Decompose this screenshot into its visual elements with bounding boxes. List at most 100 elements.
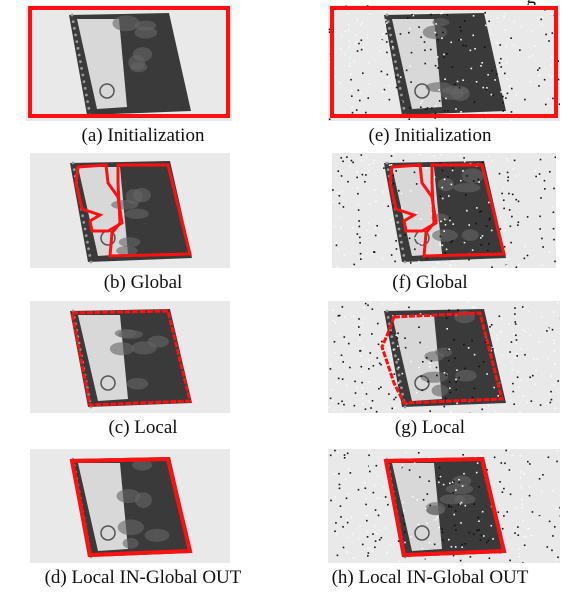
noise-speckle xyxy=(380,536,383,539)
noise-speckle xyxy=(442,483,445,486)
noise-speckle xyxy=(492,94,494,97)
noise-speckle xyxy=(450,411,452,413)
spiral-ring xyxy=(395,360,398,364)
noise-speckle xyxy=(540,18,543,21)
noise-speckle xyxy=(496,334,498,337)
noise-speckle xyxy=(465,194,467,196)
noise-speckle xyxy=(374,189,377,191)
noise-speckle xyxy=(341,34,343,37)
noise-speckle xyxy=(486,87,488,89)
noise-speckle xyxy=(360,154,363,156)
noise-speckle xyxy=(500,462,503,464)
caption-h: (h) Local IN-Global OUT xyxy=(331,567,529,588)
noise-speckle xyxy=(390,219,392,221)
noise-speckle xyxy=(478,520,480,523)
noise-speckle xyxy=(381,303,383,305)
noise-speckle xyxy=(376,322,379,325)
noise-speckle xyxy=(421,100,424,103)
noise-speckle xyxy=(342,160,344,163)
noise-speckle xyxy=(421,360,424,363)
noise-speckle xyxy=(547,328,550,330)
noise-speckle xyxy=(485,541,488,544)
noise-speckle xyxy=(440,12,442,15)
spiral-ring xyxy=(403,260,407,264)
noise-speckle xyxy=(415,391,418,394)
noise-speckle xyxy=(426,522,428,524)
noise-speckle xyxy=(507,323,510,325)
noise-speckle xyxy=(442,31,444,34)
noise-speckle xyxy=(513,159,516,162)
noise-speckle xyxy=(499,228,502,230)
noise-speckle xyxy=(412,14,415,17)
noise-speckle xyxy=(369,202,371,205)
noise-speckle xyxy=(394,302,397,305)
noise-speckle xyxy=(338,487,341,490)
noise-speckle xyxy=(510,37,512,39)
noise-speckle xyxy=(491,69,493,72)
noise-speckle xyxy=(400,192,403,195)
noise-speckle xyxy=(453,513,456,516)
noise-speckle xyxy=(467,301,469,303)
noise-speckle xyxy=(455,381,457,383)
segmentation-contour xyxy=(380,311,504,405)
noise-speckle xyxy=(559,506,560,509)
noise-speckle xyxy=(448,538,450,541)
noise-speckle xyxy=(355,34,358,37)
noise-speckle xyxy=(508,469,511,471)
notebook-label xyxy=(392,167,442,256)
noise-speckle xyxy=(520,487,523,489)
noise-speckle xyxy=(332,189,334,191)
segmentation-contour xyxy=(108,163,192,258)
noise-speckle xyxy=(481,161,484,164)
leaf-pattern xyxy=(132,459,153,471)
leaf-pattern xyxy=(117,519,144,536)
noise-speckle xyxy=(502,186,505,189)
noise-speckle xyxy=(537,69,539,71)
noise-speckle xyxy=(529,80,532,83)
noise-speckle xyxy=(349,472,352,474)
noise-speckle xyxy=(349,165,351,168)
noise-speckle xyxy=(388,98,391,101)
noise-speckle xyxy=(439,474,441,477)
noise-speckle xyxy=(354,380,356,383)
noise-speckle xyxy=(522,329,525,331)
noise-speckle xyxy=(543,179,546,182)
noise-speckle xyxy=(361,255,364,258)
noise-speckle xyxy=(473,353,476,356)
noise-speckle xyxy=(348,468,350,470)
leaf-pattern xyxy=(118,329,144,339)
noise-speckle xyxy=(367,170,370,172)
noise-speckle xyxy=(378,529,381,532)
noise-speckle xyxy=(536,358,539,360)
noise-speckle xyxy=(475,80,478,83)
noise-speckle xyxy=(460,501,463,504)
spiral-ring xyxy=(82,80,86,84)
noise-speckle xyxy=(370,407,372,409)
noise-speckle xyxy=(414,248,416,251)
noise-speckle xyxy=(534,44,536,47)
noise-speckle xyxy=(517,264,520,266)
noise-speckle xyxy=(347,23,350,26)
noise-speckle xyxy=(367,552,370,554)
noise-speckle xyxy=(343,316,346,318)
noise-speckle xyxy=(549,393,552,395)
noise-speckle xyxy=(402,514,404,517)
noise-speckle xyxy=(452,492,454,494)
noise-speckle xyxy=(333,473,336,475)
noise-speckle xyxy=(494,79,496,81)
noise-speckle xyxy=(392,45,394,48)
noise-speckle xyxy=(518,555,521,558)
noise-speckle xyxy=(446,328,448,330)
leaf-pattern xyxy=(461,229,479,241)
noise-speckle xyxy=(425,167,428,169)
noise-speckle xyxy=(346,551,348,554)
noise-speckle xyxy=(375,200,377,203)
noise-speckle xyxy=(547,98,550,100)
noise-speckle xyxy=(448,195,450,197)
spiral-ring xyxy=(87,247,90,251)
noise-speckle xyxy=(515,352,518,355)
noise-speckle xyxy=(449,219,451,222)
spiral-ring xyxy=(394,60,397,64)
noise-speckle xyxy=(394,319,397,321)
noise-speckle xyxy=(420,36,422,39)
